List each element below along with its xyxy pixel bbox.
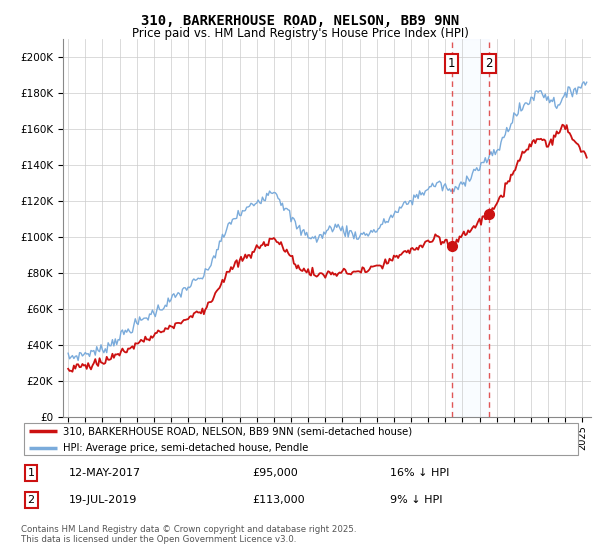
Text: 19-JUL-2019: 19-JUL-2019 <box>69 495 137 505</box>
Text: £95,000: £95,000 <box>252 468 298 478</box>
Text: £113,000: £113,000 <box>252 495 305 505</box>
Text: 310, BARKERHOUSE ROAD, NELSON, BB9 9NN: 310, BARKERHOUSE ROAD, NELSON, BB9 9NN <box>141 14 459 28</box>
Text: 2: 2 <box>28 495 35 505</box>
Bar <box>452 39 489 417</box>
Text: 310, BARKERHOUSE ROAD, NELSON, BB9 9NN (semi-detached house): 310, BARKERHOUSE ROAD, NELSON, BB9 9NN (… <box>63 426 412 436</box>
Text: 9% ↓ HPI: 9% ↓ HPI <box>390 495 443 505</box>
Text: 1: 1 <box>448 57 455 70</box>
FancyBboxPatch shape <box>24 423 578 455</box>
Text: Price paid vs. HM Land Registry's House Price Index (HPI): Price paid vs. HM Land Registry's House … <box>131 27 469 40</box>
Text: 1: 1 <box>28 468 35 478</box>
Text: 2: 2 <box>485 57 493 70</box>
Text: 16% ↓ HPI: 16% ↓ HPI <box>390 468 449 478</box>
Text: Contains HM Land Registry data © Crown copyright and database right 2025.
This d: Contains HM Land Registry data © Crown c… <box>21 525 356 544</box>
Text: HPI: Average price, semi-detached house, Pendle: HPI: Average price, semi-detached house,… <box>63 443 308 452</box>
Text: 12-MAY-2017: 12-MAY-2017 <box>69 468 141 478</box>
